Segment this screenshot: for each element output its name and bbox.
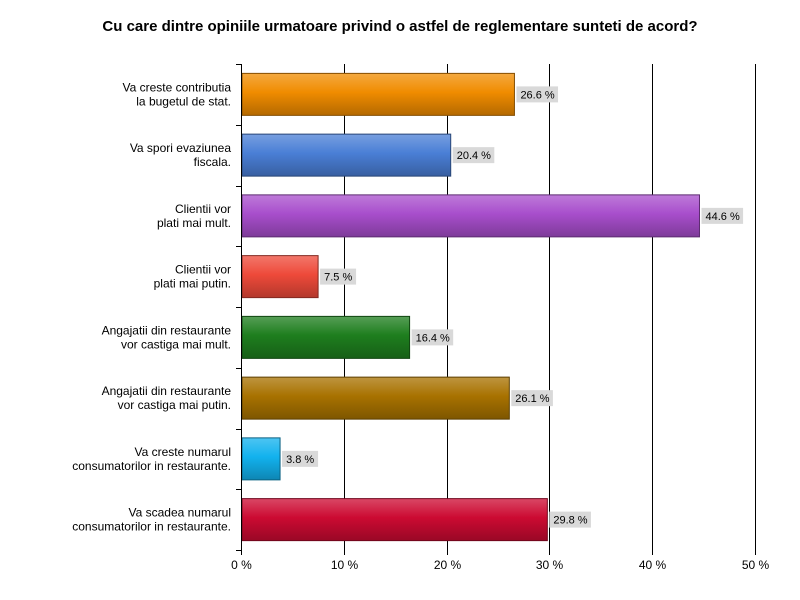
bar xyxy=(241,255,319,299)
x-tick-label: 0 % xyxy=(231,558,252,572)
bar xyxy=(241,437,281,481)
x-tick-label: 20 % xyxy=(434,558,462,572)
data-label: 44.6 % xyxy=(705,211,739,223)
data-label-box xyxy=(282,450,319,467)
category-label: Angajatii din restaurante vor castiga mai… xyxy=(102,323,232,351)
category-label: Va creste numarul consumatorilor in resta… xyxy=(72,445,231,473)
category-label: Angajatii din restaurante vor castiga mai… xyxy=(102,384,232,412)
category-label: Va scadea numarul consumatorilor in resta… xyxy=(72,506,231,534)
category-label-line: Clientii vor xyxy=(175,263,231,277)
data-label: 20.4 % xyxy=(457,150,491,162)
category-label-line: Va spori evaziunea xyxy=(130,141,232,155)
bar xyxy=(241,315,411,359)
category-label-line: Va creste numarul xyxy=(135,445,232,459)
category-label-line: fiscala. xyxy=(194,155,231,169)
category-label-line: Angajatii din restaurante xyxy=(102,323,232,337)
category-label-line: Va scadea numarul xyxy=(128,506,231,520)
category-label-line: Clientii vor xyxy=(175,202,231,216)
data-label: 3.8 % xyxy=(286,454,314,466)
data-label-box xyxy=(411,329,454,346)
x-tick-label: 50 % xyxy=(742,558,770,572)
data-label-box xyxy=(511,390,553,407)
data-label: 29.8 % xyxy=(553,515,587,527)
bar xyxy=(241,133,452,177)
bar xyxy=(241,498,548,542)
bar xyxy=(241,194,700,238)
data-label: 26.6 % xyxy=(520,89,554,101)
data-label: 26.1 % xyxy=(515,393,549,405)
category-label-line: vor castiga mai mult. xyxy=(121,337,231,351)
data-label: 7.5 % xyxy=(324,272,352,284)
category-label-line: consumatorilor in restaurante. xyxy=(72,459,231,473)
data-label: 16.4 % xyxy=(416,332,450,344)
bar xyxy=(241,72,515,116)
category-label-line: consumatorilor in restaurante. xyxy=(72,520,231,534)
x-tick-label: 30 % xyxy=(536,558,564,572)
category-label-line: plati mai putin. xyxy=(154,277,231,291)
x-tick-label: 40 % xyxy=(639,558,667,572)
data-label-box xyxy=(516,86,559,103)
category-label-line: Angajatii din restaurante xyxy=(102,384,232,398)
category-label: Va creste contributia la bugetul de stat. xyxy=(123,80,232,108)
category-label-line: la bugetul de stat. xyxy=(136,94,231,108)
bar xyxy=(241,376,510,420)
data-label-box xyxy=(549,511,591,528)
category-label: Clientii vor plati mai putin. xyxy=(154,263,231,291)
category-label-line: vor castiga mai putin. xyxy=(118,398,231,412)
data-label-box xyxy=(320,268,357,285)
chart-title: Cu care dintre opiniile urmatoare privin… xyxy=(102,18,698,35)
data-label-box xyxy=(452,147,495,164)
data-label-box xyxy=(701,207,744,224)
x-tick-label: 10 % xyxy=(331,558,359,572)
category-label: Va spori evaziunea fiscala. xyxy=(130,141,232,169)
category-label-line: Va creste contributia xyxy=(123,80,232,94)
category-label-line: plati mai mult. xyxy=(157,216,231,230)
category-label: Clientii vor plati mai mult. xyxy=(157,202,231,230)
